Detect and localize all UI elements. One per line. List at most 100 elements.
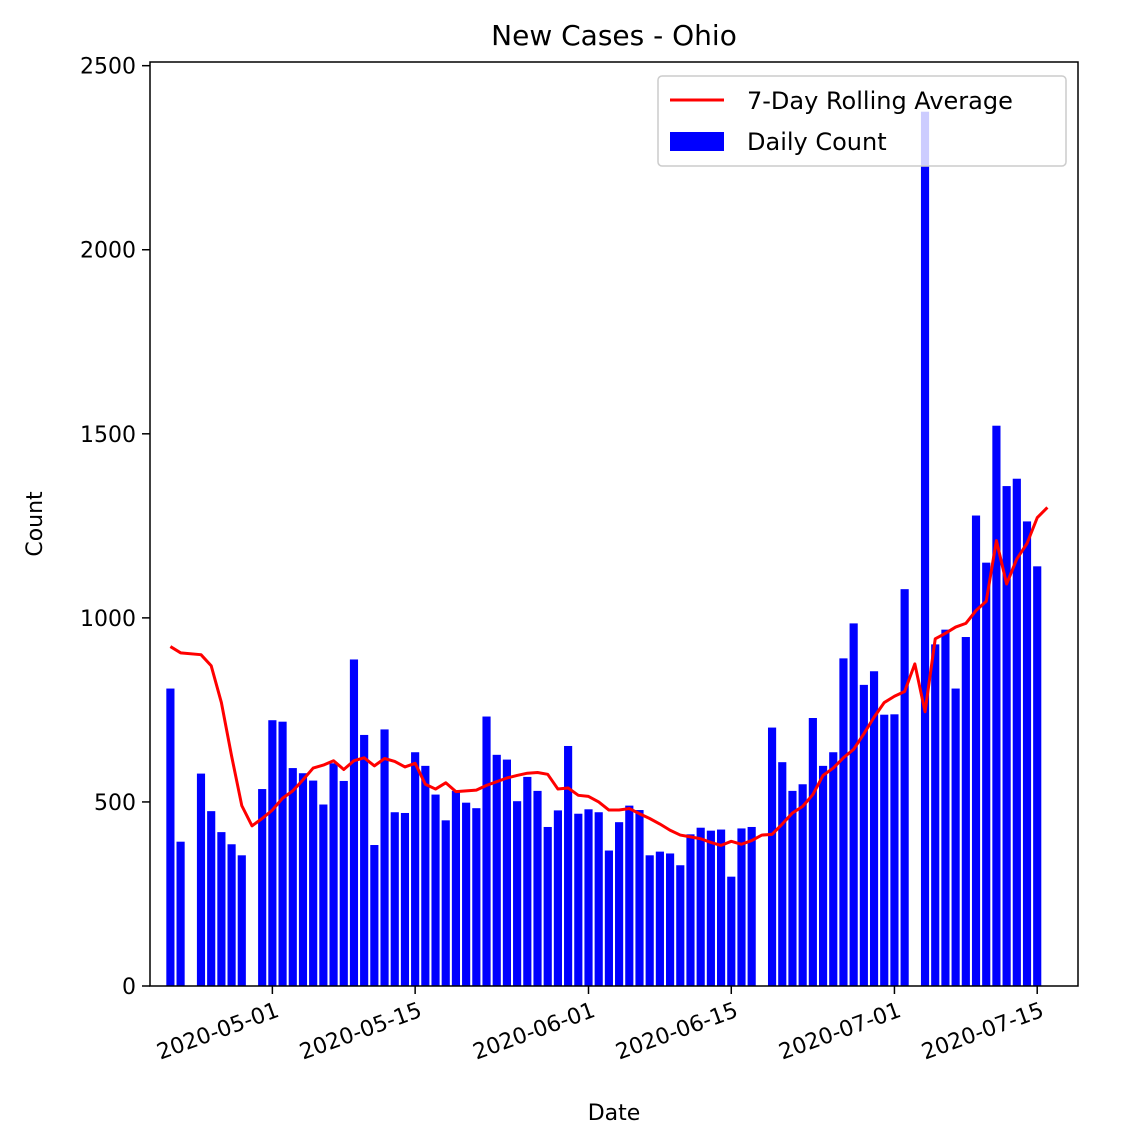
bar (533, 790, 542, 986)
bar (339, 780, 348, 986)
legend-bar-swatch (670, 132, 724, 151)
bar (513, 801, 522, 986)
bar (278, 721, 287, 986)
bar (666, 853, 675, 986)
bar (859, 684, 868, 986)
bar (370, 845, 379, 986)
bar (298, 773, 308, 986)
bar (411, 752, 420, 986)
bar (625, 805, 634, 986)
bar (604, 850, 613, 986)
bar (992, 425, 1001, 987)
bar (196, 773, 206, 986)
bar (472, 808, 481, 986)
bars-layer (166, 111, 1042, 987)
y-tick-label: 1500 (80, 423, 136, 448)
plot-frame (149, 61, 1079, 987)
legend: 7-Day Rolling Average Daily Count (657, 75, 1067, 167)
bar (451, 790, 461, 986)
bar (441, 820, 450, 986)
bar (747, 826, 756, 986)
bar (207, 811, 216, 986)
bar (849, 623, 858, 986)
bar (717, 829, 726, 986)
bar (462, 802, 471, 986)
bar (737, 828, 746, 986)
bar (778, 762, 787, 986)
line-layer (169, 506, 1049, 847)
bar (1012, 478, 1021, 986)
bar (788, 790, 797, 986)
bar (971, 515, 981, 986)
bar (360, 734, 369, 986)
y-tick-label: 500 (94, 791, 136, 816)
bar (380, 729, 389, 986)
bar (594, 812, 603, 986)
legend-entry-daily-count: Daily Count (747, 128, 887, 156)
bar (818, 765, 828, 986)
bar (421, 765, 430, 986)
bar (1002, 486, 1011, 986)
bar (482, 716, 491, 986)
bar (941, 629, 950, 986)
bar (390, 812, 399, 986)
bar (676, 865, 685, 986)
bar (839, 658, 848, 986)
chart-title: New Cases - Ohio (491, 19, 737, 52)
bar (645, 855, 654, 986)
legend-entry-rolling-average: 7-Day Rolling Average (747, 87, 1013, 115)
y-axis-label: Count (23, 491, 48, 557)
bar (686, 834, 695, 986)
bar (869, 671, 879, 986)
legend-box (657, 75, 1067, 167)
bar (400, 812, 410, 986)
y-axis: 0 500 1000 1500 2000 2500 (80, 55, 150, 1000)
y-tick-label: 2500 (80, 55, 136, 80)
bar (951, 688, 960, 986)
bar (961, 637, 970, 986)
bar (931, 644, 940, 986)
bar (523, 776, 532, 986)
bar (890, 714, 899, 986)
bar (982, 562, 991, 986)
bar (1033, 566, 1042, 986)
bar (727, 876, 736, 986)
bar (217, 832, 226, 986)
bar (880, 714, 889, 986)
bar (237, 855, 246, 986)
bar (564, 745, 573, 986)
bar (655, 851, 664, 986)
y-tick-label: 1000 (80, 607, 136, 632)
rolling-average-line (169, 506, 1049, 847)
bar (808, 718, 817, 986)
bar (288, 768, 297, 986)
bar (176, 841, 185, 986)
bar (1022, 521, 1032, 986)
bar (227, 844, 236, 986)
bar (767, 727, 777, 986)
bar (431, 794, 440, 986)
bar (696, 827, 705, 986)
bar (309, 780, 318, 986)
bar (574, 813, 583, 986)
bar (798, 784, 807, 986)
bar (268, 720, 277, 986)
y-tick-label: 2000 (80, 239, 136, 264)
bar (920, 111, 930, 986)
bar (706, 830, 715, 986)
bar (543, 826, 552, 986)
bar (502, 759, 511, 986)
x-axis-label: Date (588, 1101, 641, 1126)
bar (900, 589, 909, 986)
bar (615, 822, 624, 986)
bar (349, 659, 359, 986)
bar (553, 810, 562, 986)
bar (829, 752, 838, 986)
bar (635, 810, 644, 986)
bar (584, 809, 593, 986)
bar (492, 754, 501, 986)
bar (166, 688, 175, 986)
bar (258, 789, 267, 986)
bar (329, 763, 338, 986)
